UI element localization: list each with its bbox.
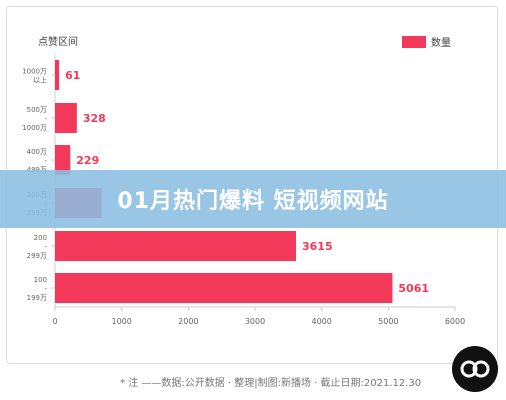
x-tick-label: 6000 (445, 317, 465, 326)
bar (55, 60, 60, 90)
data-label: 61 (65, 69, 80, 82)
logo-mark-icon (460, 360, 490, 378)
x-tick-label: 4000 (311, 317, 331, 326)
data-label: 229 (76, 154, 99, 167)
bar (55, 103, 77, 133)
x-tick-label: 0 (52, 317, 57, 326)
data-label: 328 (83, 112, 106, 125)
category-label: 200 -299万 (27, 234, 48, 260)
legend-label: 数量 (431, 36, 451, 49)
category-label: 1000万以上 (22, 68, 47, 85)
data-label: 5061 (398, 282, 429, 295)
category-label: 500万-1000万 (22, 106, 47, 132)
footnote: * 注 ——数据:公开数据 · 整理|制图:新播场 · 截止日期:2021.12… (120, 378, 422, 389)
x-tick-label: 2000 (178, 317, 198, 326)
legend-swatch (402, 36, 426, 48)
bar (55, 231, 296, 261)
title-banner: 01月热门爆料 短视频网站 (0, 170, 506, 228)
y-axis-title: 点赞区间 (38, 35, 78, 48)
x-tick-label: 3000 (245, 317, 265, 326)
banner-title: 01月热门爆料 短视频网站 (117, 189, 389, 214)
brand-logo (452, 346, 498, 392)
data-label: 3615 (302, 240, 333, 253)
x-tick-label: 1000 (111, 317, 131, 326)
x-tick-label: 5000 (378, 317, 398, 326)
category-label: 100 -199万 (27, 276, 48, 302)
bar (55, 273, 393, 303)
bar (55, 145, 71, 175)
